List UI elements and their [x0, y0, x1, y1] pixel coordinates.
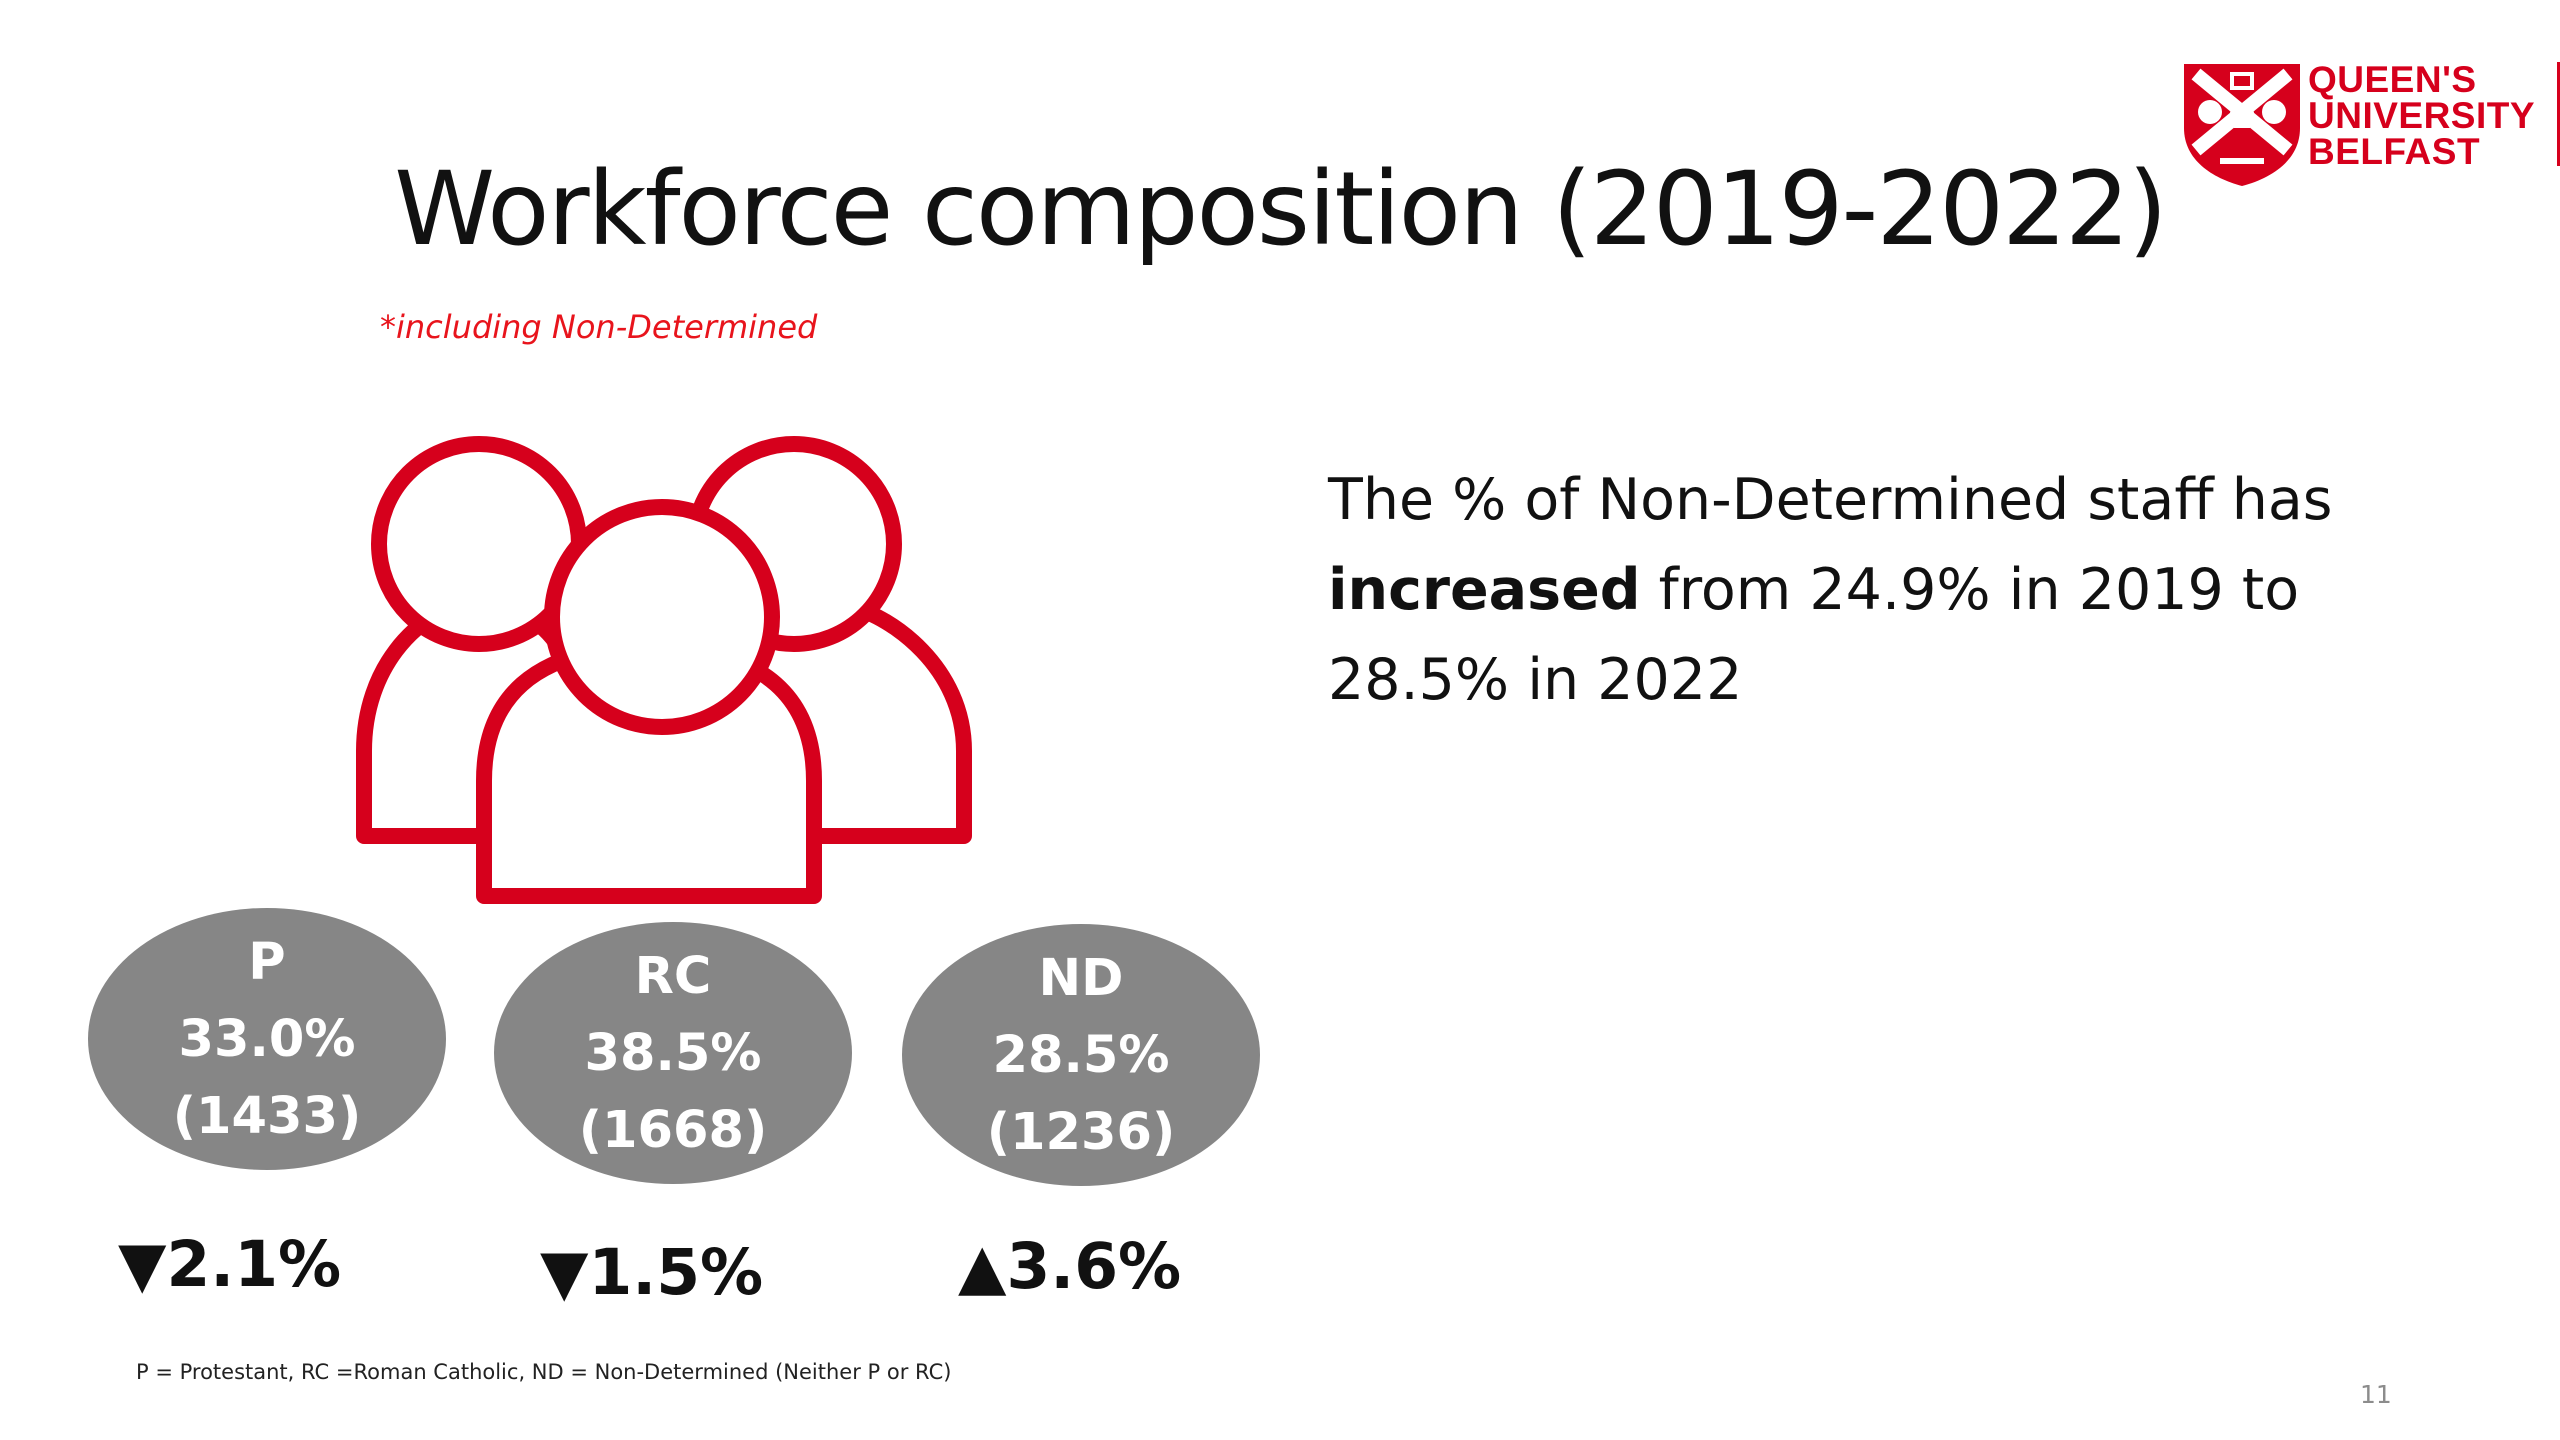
group-count: (1236)	[986, 1102, 1176, 1162]
slide-title: Workforce composition (2019-2022)	[394, 150, 2167, 269]
logo-divider	[2557, 62, 2560, 166]
roman-catholic-change: ▼1.5%	[540, 1236, 764, 1309]
non-determined-ellipse: ND 28.5% (1236)	[902, 924, 1260, 1186]
statement-bold-word: increased	[1328, 557, 1641, 623]
people-group-icon	[356, 436, 972, 904]
group-code: ND	[1038, 948, 1124, 1008]
statement-text-part1: The % of Non-Determined staff has	[1328, 467, 2333, 533]
group-code: RC	[634, 946, 712, 1006]
university-crest-icon	[2184, 64, 2300, 186]
protestant-ellipse: P 33.0% (1433)	[88, 908, 446, 1170]
logo-line-queens: QUEEN'S	[2308, 59, 2477, 100]
group-percent: 28.5%	[992, 1025, 1170, 1085]
logo-line-university: UNIVERSITY	[2308, 95, 2536, 136]
group-count: (1668)	[578, 1100, 768, 1160]
protestant-change: ▼2.1%	[118, 1228, 342, 1301]
page-number: 11	[2360, 1380, 2392, 1409]
group-percent: 33.0%	[178, 1009, 356, 1069]
non-determined-change: ▲3.6%	[958, 1230, 1182, 1303]
legend-footnote: P = Protestant, RC =Roman Catholic, ND =…	[136, 1360, 952, 1384]
roman-catholic-ellipse: RC 38.5% (1668)	[494, 922, 852, 1184]
statement-text-part2: from 24.9% in 2019 to 28.5% in 2022	[1328, 557, 2300, 713]
group-percent: 38.5%	[584, 1023, 762, 1083]
logo-line-belfast: BELFAST	[2308, 131, 2481, 172]
including-note: *including Non-Determined	[380, 308, 818, 346]
nd-increase-statement: The % of Non-Determined staff has increa…	[1328, 455, 2448, 725]
university-logo: QUEEN'S UNIVERSITY BELFAST	[2180, 59, 2560, 192]
group-count: (1433)	[172, 1086, 362, 1146]
logo-wordmark: QUEEN'S UNIVERSITY BELFAST	[2308, 59, 2536, 172]
group-code: P	[248, 932, 286, 992]
